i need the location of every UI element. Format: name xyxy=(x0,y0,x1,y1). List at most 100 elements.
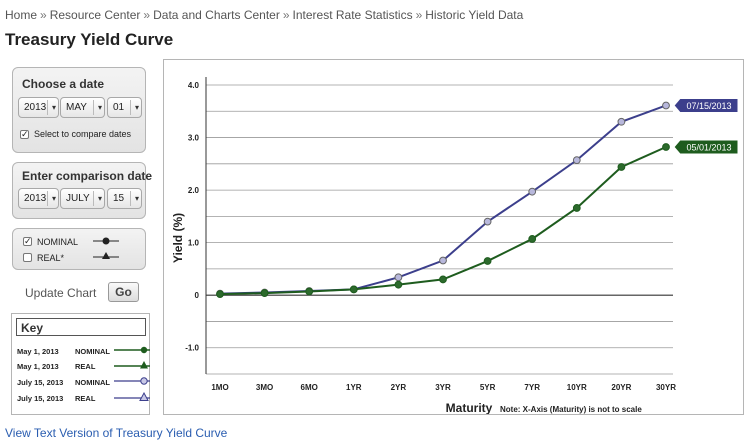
data-point xyxy=(439,256,447,265)
series-end-label: 07/15/2013 xyxy=(686,101,731,111)
choose-date-title: Choose a date xyxy=(22,77,105,91)
real-line-icon xyxy=(93,252,119,259)
series-line xyxy=(219,146,667,296)
data-point xyxy=(528,235,537,243)
x-tick-label: 1YR xyxy=(346,383,362,392)
data-point xyxy=(662,101,670,110)
key-row-date: May 1, 2013 xyxy=(17,347,59,356)
breadcrumb-home[interactable]: Home xyxy=(5,8,38,22)
y-axis-title: Yield (%) xyxy=(171,213,185,263)
choose-day-value: 01 xyxy=(113,102,125,113)
data-point xyxy=(394,273,403,282)
data-point xyxy=(439,275,447,284)
data-point xyxy=(662,143,670,151)
y-tick-label: -1.0 xyxy=(185,344,199,353)
key-box: Key May 1, 2013 NOMINAL May 1, 2013 REAL… xyxy=(11,313,150,415)
breadcrumb-separator: » xyxy=(282,8,290,22)
key-row-date: July 15, 2013 xyxy=(17,394,64,403)
series-end-label: 05/01/2013 xyxy=(686,143,731,153)
data-point xyxy=(617,117,626,126)
series-end-label-flag xyxy=(673,97,739,113)
comparison-date-title: Enter comparison date xyxy=(22,169,153,183)
update-chart-label: Update Chart xyxy=(25,286,97,300)
page-title: Treasury Yield Curve xyxy=(5,30,174,49)
data-point xyxy=(260,289,269,297)
x-tick-label: 6MO xyxy=(301,383,318,392)
compare-day-select[interactable]: 15 ▾ xyxy=(107,188,142,209)
data-point xyxy=(572,204,581,212)
go-button[interactable]: Go xyxy=(108,282,139,302)
data-point xyxy=(305,287,314,296)
choose-month-value: MAY xyxy=(66,102,87,113)
chart-frame: 4.0 3.0 2.0 1.0 0 -1.0 1MO 3MO 6MO 1YR 2YR 3YR 5YR 7Y… xyxy=(163,59,744,415)
x-tick-label: 1MO xyxy=(211,383,228,392)
x-tick-label: 20YR xyxy=(611,383,631,392)
breadcrumb-separator: » xyxy=(40,8,47,22)
choose-date-panel: Choose a date 2013 ▾ MAY ▾ 01 ▾ ✓ Select… xyxy=(12,67,146,153)
data-point xyxy=(617,163,626,171)
x-tick-label: 5YR xyxy=(480,383,496,392)
key-row-series: NOMINAL xyxy=(75,347,110,356)
nominal-label: NOMINAL xyxy=(37,237,79,247)
compare-dates-checkbox[interactable]: ✓ xyxy=(20,129,29,139)
dropdown-arrow-icon: ▾ xyxy=(134,194,139,203)
key-title: Key xyxy=(16,318,146,336)
series-end-label-flag xyxy=(673,139,739,155)
dropdown-arrow-icon: ▾ xyxy=(51,194,56,203)
x-tick-label: 2YR xyxy=(391,383,407,392)
x-tick-label: 30YR xyxy=(656,383,676,392)
x-tick-label: 10YR xyxy=(567,383,587,392)
breadcrumb-separator: » xyxy=(143,8,151,22)
key-row-date: July 15, 2013 xyxy=(17,378,64,387)
open-circle-line-icon xyxy=(114,377,150,385)
compare-year-value: 2013 xyxy=(24,193,47,204)
x-axis-note: Note: X-Axis (Maturity) is not to scale xyxy=(500,405,642,414)
data-point xyxy=(572,156,581,165)
y-tick-label: 1.0 xyxy=(188,239,200,248)
data-point xyxy=(483,217,492,226)
dropdown-arrow-icon: ▾ xyxy=(134,103,139,112)
compare-year-select[interactable]: 2013 ▾ xyxy=(18,188,59,209)
compare-dates-label: Select to compare dates xyxy=(34,129,132,139)
data-point xyxy=(349,285,358,294)
data-point xyxy=(216,290,224,299)
y-tick-label: 0 xyxy=(195,291,200,300)
choose-year-select[interactable]: 2013 ▾ xyxy=(18,97,59,118)
breadcrumb-data-charts-center[interactable]: Data and Charts Center xyxy=(153,8,280,22)
breadcrumb: Home» Resource Center» Data and Charts Cen… xyxy=(5,8,523,22)
key-row-date: May 1, 2013 xyxy=(17,362,59,371)
breadcrumb-resource-center[interactable]: Resource Center xyxy=(49,8,141,22)
y-tick-label: 2.0 xyxy=(188,186,200,195)
compare-month-value: JULY xyxy=(66,193,90,204)
real-label: REAL* xyxy=(37,253,65,263)
data-point xyxy=(394,280,403,289)
data-point xyxy=(483,257,492,265)
dropdown-arrow-icon: ▾ xyxy=(51,103,56,112)
key-row-series: NOMINAL xyxy=(75,378,110,387)
dropdown-arrow-icon: ▾ xyxy=(97,194,102,203)
compare-day-value: 15 xyxy=(113,193,125,204)
data-point xyxy=(528,187,537,196)
key-row-series: REAL xyxy=(75,394,96,403)
real-checkbox[interactable] xyxy=(23,253,32,262)
x-tick-label: 3MO xyxy=(256,383,273,392)
x-tick-label: 7YR xyxy=(524,383,540,392)
x-axis-title: Maturity xyxy=(446,401,493,414)
dropdown-arrow-icon: ▾ xyxy=(97,103,102,112)
choose-month-select[interactable]: MAY ▾ xyxy=(60,97,105,118)
filled-triangle-line-icon xyxy=(114,361,150,369)
compare-month-select[interactable]: JULY ▾ xyxy=(60,188,105,209)
series-toggle-panel: ✓ NOMINAL REAL* xyxy=(12,228,146,270)
comparison-date-panel: Enter comparison date 2013 ▾ JULY ▾ 15 ▾ xyxy=(12,162,152,219)
breadcrumb-interest-rate-statistics[interactable]: Interest Rate Statistics xyxy=(292,8,413,22)
choose-day-select[interactable]: 01 ▾ xyxy=(107,97,142,118)
breadcrumb-separator: » xyxy=(415,8,423,22)
text-version-link[interactable]: View Text Version of Treasury Yield Curv… xyxy=(5,426,228,440)
yield-curve-chart: 4.0 3.0 2.0 1.0 0 -1.0 1MO 3MO 6MO 1YR 2YR 3YR 5YR 7Y… xyxy=(171,77,739,414)
filled-circle-line-icon xyxy=(114,346,150,354)
breadcrumb-historic-yield-data[interactable]: Historic Yield Data xyxy=(425,8,524,22)
x-tick-label: 3YR xyxy=(435,383,451,392)
nominal-line-icon xyxy=(93,237,119,245)
choose-year-value: 2013 xyxy=(24,102,47,113)
nominal-checkbox[interactable]: ✓ xyxy=(23,236,32,246)
